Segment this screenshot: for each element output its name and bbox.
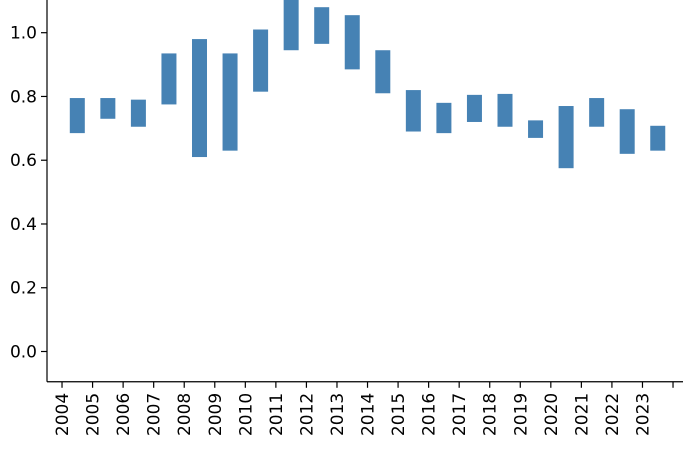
bar-2023 [650, 125, 666, 151]
bar-2010 [253, 29, 269, 92]
x-tick-label: 2021 [572, 393, 592, 436]
x-tick-label: 2016 [420, 393, 440, 436]
bar-2022 [619, 109, 635, 154]
y-tick-label: 0.2 [10, 279, 37, 299]
x-tick-label: 2007 [145, 393, 165, 436]
x-tick-label: 2009 [206, 393, 226, 436]
bar-2016 [436, 102, 452, 134]
y-tick-label: 0.4 [10, 215, 37, 235]
bar-2012 [314, 7, 330, 44]
x-tick-label: 2017 [450, 393, 470, 436]
x-tick-label: 2008 [175, 393, 195, 436]
y-tick-label: 1.0 [10, 24, 37, 44]
x-tick-label: 2018 [481, 393, 501, 436]
y-axis-ticks: 0.0 0.2 0.4 0.6 0.8 1.0 [10, 24, 47, 363]
x-tick-label: 2004 [53, 393, 73, 436]
x-tick-label: 2005 [84, 393, 104, 436]
x-tick-label: 2019 [511, 393, 531, 436]
x-tick-label: 2023 [633, 393, 653, 436]
x-tick-label: 2006 [114, 393, 134, 436]
bar-2013 [344, 15, 360, 70]
bar-2019 [528, 120, 544, 138]
x-tick-label: 2015 [389, 393, 409, 436]
bar-2017 [466, 94, 482, 122]
y-tick-label: 0.0 [10, 343, 37, 363]
bars-group [69, 0, 666, 169]
x-tick-label: 2022 [603, 393, 623, 436]
bar-2011 [283, 0, 299, 51]
bar-2021 [589, 98, 605, 127]
bar-2006 [130, 99, 146, 127]
bar-2015 [405, 90, 421, 132]
x-tick-label: 2020 [542, 393, 562, 436]
x-axis-ticks: 2004 2005 2006 2007 2008 2009 2010 2011 2012 2013… [53, 381, 674, 436]
bar-2008 [192, 39, 207, 158]
x-tick-label: 2013 [328, 393, 348, 436]
bar-2007 [161, 53, 177, 105]
x-tick-label: 2014 [359, 393, 379, 436]
bar-2004 [69, 98, 85, 134]
bar-2005 [100, 98, 116, 119]
bar-2018 [497, 93, 513, 127]
bar-2014 [375, 50, 391, 94]
x-tick-label: 2012 [297, 393, 317, 436]
y-tick-label: 0.8 [10, 87, 37, 107]
x-tick-label: 2011 [267, 393, 287, 436]
bar-2009 [222, 53, 238, 151]
x-tick-label: 2010 [236, 393, 256, 436]
bar-2020 [558, 106, 574, 169]
y-tick-label: 0.6 [10, 151, 37, 171]
